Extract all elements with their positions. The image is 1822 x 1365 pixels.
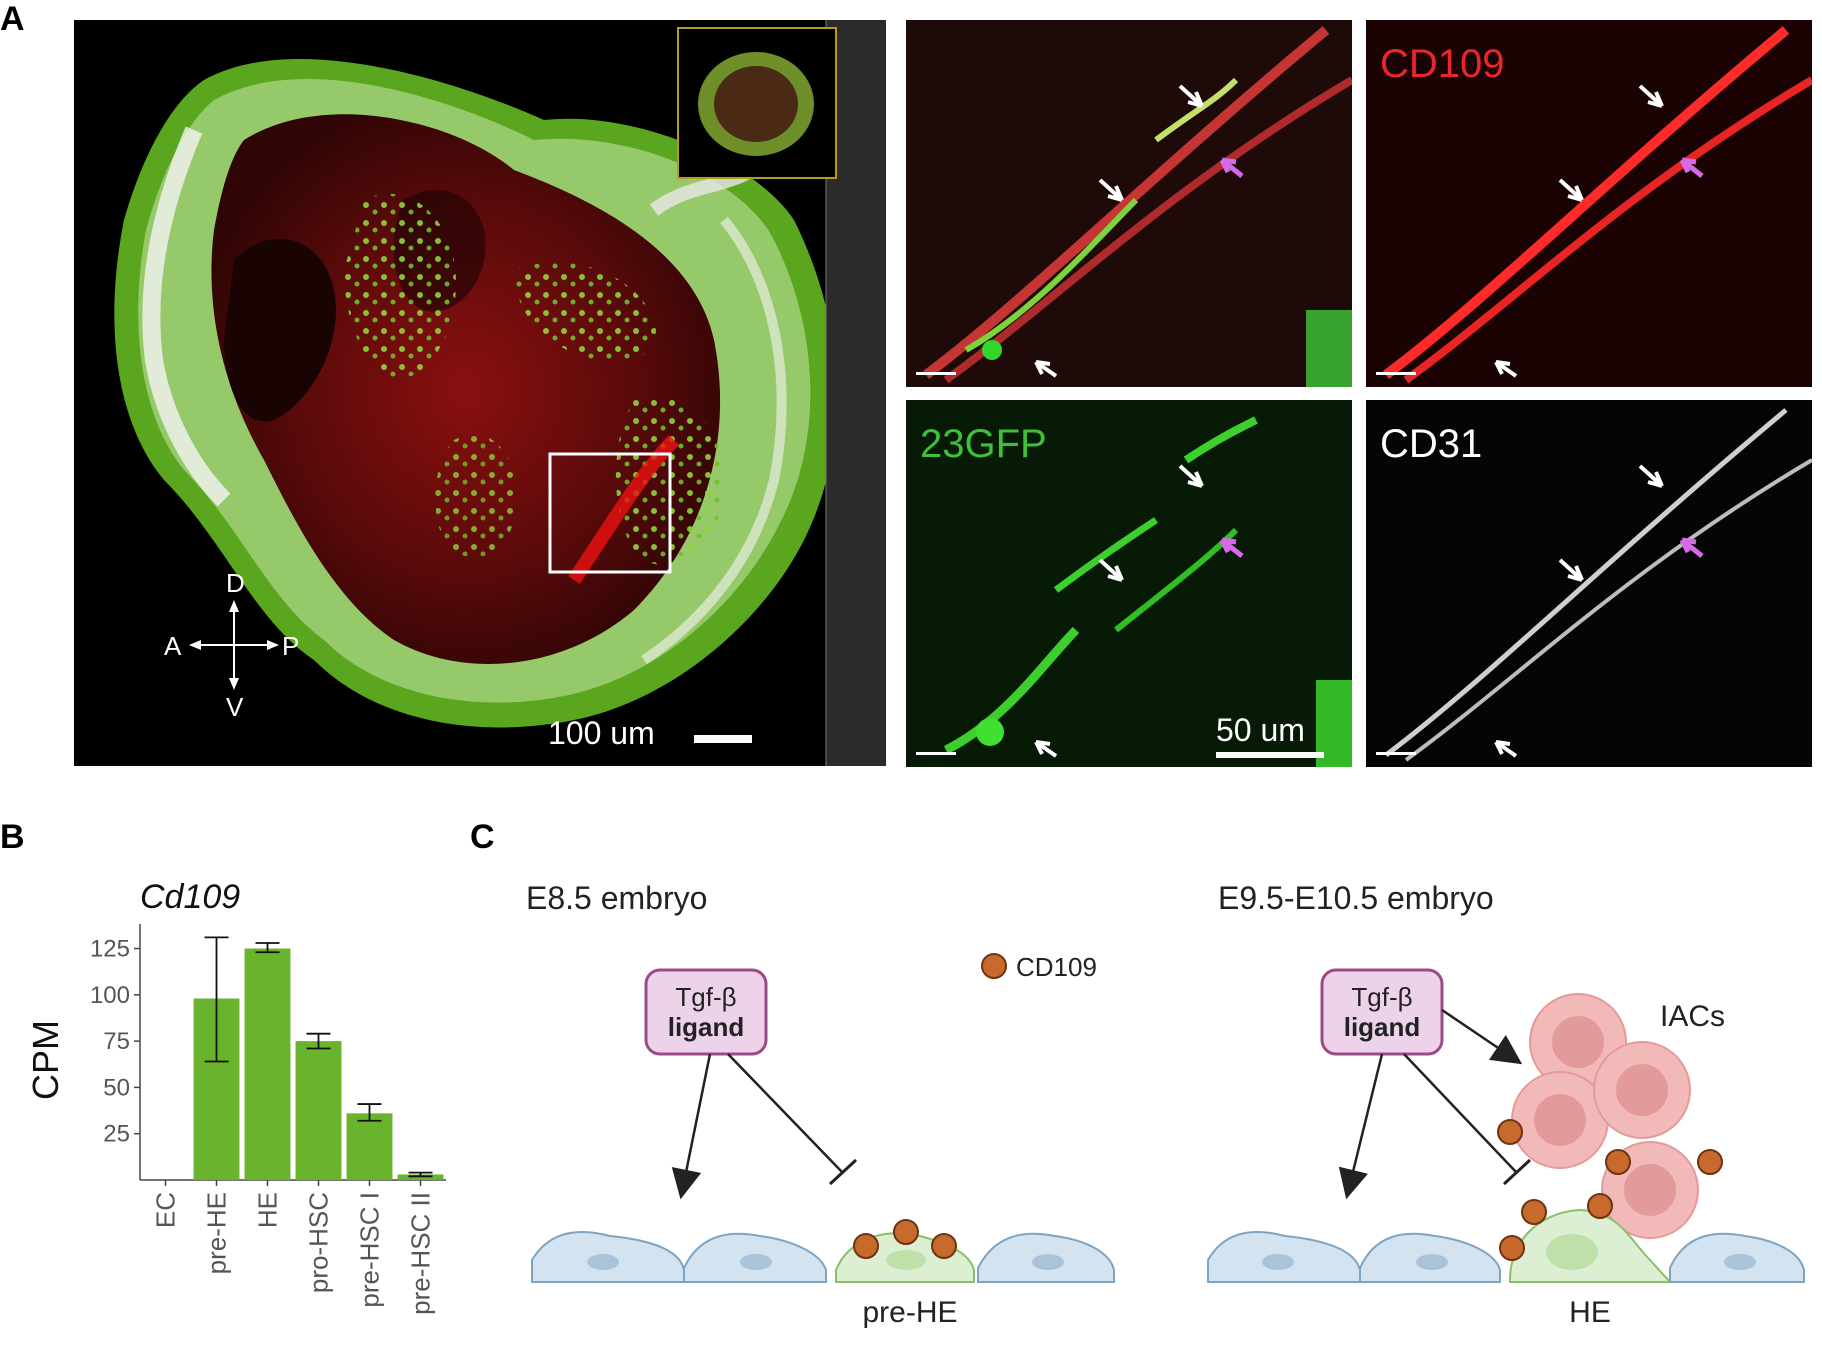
gfp-zoom-image: 23GFP 50 um	[906, 400, 1352, 767]
x-tick-label: HE	[253, 1192, 283, 1228]
x-tick-label: pre-HE	[202, 1192, 232, 1274]
y-tick-label: 25	[103, 1121, 130, 1148]
left-ligand-line2: ligand	[667, 1012, 745, 1042]
cd31-zoom-image: CD31	[1366, 400, 1812, 767]
merge-zoom-image	[906, 20, 1352, 387]
axis-p-label: P	[282, 631, 300, 661]
y-tick-label: 100	[90, 982, 130, 1009]
legend-cd109-dot	[981, 953, 1007, 979]
left-ligand-box	[644, 968, 768, 1056]
x-tick-label: EC	[151, 1192, 181, 1228]
y-axis-label: CPM	[25, 1020, 66, 1100]
axis-d-label: D	[226, 568, 245, 598]
right-stage-title: E9.5-E10.5 embryo	[1218, 880, 1494, 916]
bar-pre-hsc-ii	[397, 1174, 444, 1180]
chart-title: Cd109	[140, 878, 240, 916]
diagram-c: CD109 Tgf-β ligand Tgf-β ligand pre-HE H…	[470, 940, 1822, 1360]
bar-pre-hsc-i	[346, 1113, 393, 1180]
cd109-zoom-image: CD109	[1366, 20, 1812, 387]
axis-a-label: A	[164, 631, 182, 661]
channel-label-cd31: CD31	[1380, 422, 1483, 466]
x-tick-label: pro-HSC	[304, 1192, 334, 1293]
bar-chart-svg: Cd109 CPM 25 50 75 100 125 EC pre-HE HE pro-HSC pre…	[25, 878, 446, 1315]
right-ligand-line2: ligand	[1343, 1012, 1421, 1042]
channel-label-23gfp: 23GFP	[920, 422, 1047, 466]
panel-letter-a: A	[0, 0, 25, 38]
left-stage-title: E8.5 embryo	[526, 880, 708, 916]
y-tick-label: 75	[103, 1028, 130, 1055]
panel-letter-b: B	[0, 818, 25, 856]
iac-label: IACs	[1660, 1000, 1726, 1033]
x-tick-label: pre-HSC II	[406, 1192, 436, 1315]
axis-v-label: V	[226, 692, 244, 722]
bar-he	[244, 948, 291, 1180]
left-cell-label: pre-HE	[862, 1296, 958, 1329]
bar-chart: Cd109 CPM 25 50 75 100 125 EC pre-HE HE pro-HSC pre…	[0, 860, 470, 1365]
x-tick-label: pre-HSC I	[355, 1192, 385, 1308]
right-cell-label: HE	[1569, 1296, 1611, 1329]
embryo-overview-image: 100 um D V A P	[74, 20, 886, 766]
legend-cd109-label: CD109	[1016, 952, 1097, 982]
right-ligand-line1: Tgf-β	[1351, 982, 1413, 1012]
bar-pro-hsc	[295, 1041, 342, 1180]
left-ligand-line1: Tgf-β	[675, 982, 737, 1012]
panel-letter-c: C	[470, 818, 495, 856]
scalebar-zoom-label: 50 um	[1216, 712, 1305, 748]
scalebar-main-label: 100 um	[548, 715, 655, 751]
y-tick-label: 50	[103, 1074, 130, 1101]
y-tick-label: 125	[90, 936, 130, 963]
channel-label-cd109: CD109	[1380, 42, 1505, 86]
